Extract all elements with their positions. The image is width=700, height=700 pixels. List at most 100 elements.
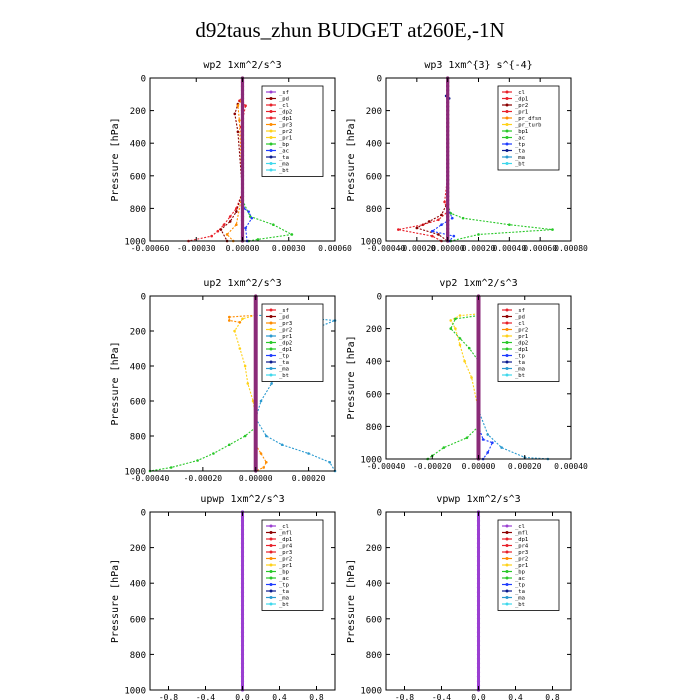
legend-marker [269, 589, 273, 593]
series-marker [476, 541, 481, 545]
series-marker [446, 80, 450, 84]
series-marker [500, 446, 503, 449]
series-marker [259, 452, 263, 455]
series-marker [240, 121, 245, 125]
series-marker [476, 514, 481, 519]
legend-marker [269, 550, 273, 554]
series-marker [240, 198, 245, 202]
legend-label: _ma [279, 162, 289, 168]
series-marker [240, 129, 245, 133]
legend-marker [269, 347, 273, 351]
legend-label: _tp [515, 583, 525, 589]
legend-label: _pr2 [279, 557, 292, 563]
y-tick-label: 400 [130, 363, 146, 373]
series-marker [476, 404, 481, 408]
series-marker [446, 166, 450, 170]
series-marker [219, 228, 223, 231]
legend-label: _tp [515, 354, 525, 360]
series-marker [240, 541, 245, 545]
series-line-2 [450, 315, 479, 362]
legend-marker [269, 136, 273, 139]
legend-marker [505, 142, 509, 146]
series-marker [254, 338, 258, 342]
series-marker [476, 537, 481, 541]
series-marker [240, 202, 245, 206]
legend-label: _ta [279, 589, 289, 595]
y-tick-label: 200 [366, 544, 382, 554]
series-marker [254, 377, 258, 381]
series-marker [254, 329, 258, 333]
series-marker [240, 157, 245, 162]
series-marker [446, 198, 450, 202]
legend-label: _ac [279, 576, 289, 582]
legend-label: _pr2 [515, 328, 528, 334]
series-marker [476, 621, 481, 625]
series-marker [196, 459, 199, 462]
y-tick-label: 0 [141, 75, 146, 85]
series-marker [476, 523, 481, 527]
series-line-2 [220, 97, 244, 242]
series-marker [476, 355, 481, 359]
legend-label: _mfl [515, 531, 528, 537]
series-marker [254, 460, 258, 464]
legend-marker [505, 90, 509, 94]
series-marker [476, 617, 481, 621]
series-marker [240, 603, 245, 608]
series-marker [446, 219, 450, 223]
series-marker [235, 210, 238, 213]
series-marker [446, 223, 450, 227]
legend-label: _tp [279, 583, 289, 589]
y-tick-label: 1000 [360, 456, 382, 466]
page-title: d92taus_zhun BUDGET at260E,-1N [195, 18, 505, 42]
chart-title: vpwp 1xm^2/s^3 [436, 494, 520, 505]
legend-label: _ma [515, 596, 525, 602]
series-marker [254, 381, 258, 386]
legend-label: _pr1 [515, 563, 528, 569]
y-tick-label: 600 [366, 390, 382, 400]
legend-label: _tp [279, 354, 289, 360]
series-marker [240, 617, 245, 621]
series-marker [228, 220, 232, 223]
legend-marker [269, 531, 273, 534]
series-marker [240, 559, 245, 563]
legend-label: _ta [515, 360, 525, 366]
chart-title: vp2 1xm^2/s^3 [439, 278, 517, 289]
series-marker [233, 112, 237, 116]
x-tick-label: -0.8 [159, 693, 178, 700]
chart-title: wp3 1xm^{3} s^{-4} [424, 60, 532, 71]
series-marker [476, 408, 481, 412]
series-marker [254, 408, 258, 412]
legend-label: _dp2 [515, 341, 528, 347]
x-tick-label: -0.00020 [184, 474, 223, 483]
legend-label: _dp1 [279, 537, 292, 543]
series-marker [216, 229, 220, 233]
legend-label: _pd [279, 97, 289, 103]
series-marker [476, 416, 481, 420]
series-marker [476, 339, 481, 343]
series-marker [240, 88, 245, 92]
series-marker [240, 523, 245, 527]
series-marker [235, 223, 238, 226]
series-marker [227, 315, 231, 319]
series-marker [240, 84, 245, 88]
series-marker [476, 532, 481, 536]
series-marker [240, 599, 245, 603]
series-marker [476, 351, 481, 355]
series-marker [240, 178, 245, 182]
series-marker [240, 594, 245, 599]
legend-marker [505, 103, 509, 107]
y-tick-label: 1000 [360, 238, 382, 248]
series-marker [476, 420, 481, 424]
legend-marker [269, 149, 273, 152]
series-marker [240, 161, 245, 166]
legend-label: _ta [279, 155, 289, 161]
series-marker [551, 228, 554, 231]
series-marker [446, 178, 450, 182]
series-marker [476, 603, 481, 608]
series-marker [476, 363, 481, 367]
series-marker [476, 331, 481, 335]
series-marker [476, 400, 481, 404]
series-marker [254, 307, 258, 311]
series-marker [240, 113, 245, 117]
